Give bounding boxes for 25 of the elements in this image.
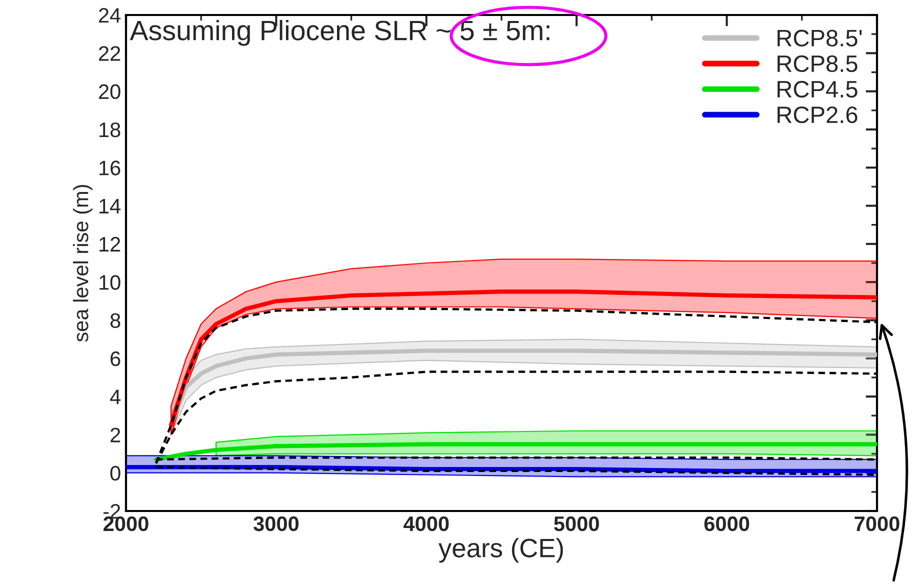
y-axis-title: sea level rise (m) xyxy=(72,184,92,342)
legend-label: RCP8.5 xyxy=(778,55,858,72)
legend-label: RCP2.6 xyxy=(778,106,858,124)
y-tick-label: 8 xyxy=(110,313,120,328)
y-tick-label: 16 xyxy=(100,160,120,176)
x-tick-label: 4000 xyxy=(404,516,449,532)
x-tick-label: 7000 xyxy=(854,516,900,532)
y-tick-label: 12 xyxy=(100,236,120,252)
annotation: Assuming Pliocene SLR ~ 5 ± 5m: xyxy=(130,20,550,46)
x-tick-label: 5000 xyxy=(554,516,599,532)
y-tick-label: 14 xyxy=(100,198,121,214)
y-tick-label: 4 xyxy=(110,390,121,404)
y-tick-label: 24 xyxy=(99,8,121,23)
y-tick-label: 0 xyxy=(110,466,120,481)
y-tick-label: 2 xyxy=(110,428,120,442)
y-tick-label: 20 xyxy=(99,84,120,100)
legend-label: RCP4.5 xyxy=(778,80,858,98)
x-axis-title: years (CE) xyxy=(438,538,563,563)
legend-label: RCP8.5' xyxy=(778,30,862,47)
y-tick-label: 22 xyxy=(99,46,120,61)
y-tick-label: 18 xyxy=(100,122,120,138)
x-tick-label: 6000 xyxy=(704,516,750,532)
y-tick-label: 10 xyxy=(100,275,120,290)
y-tick-label: 6 xyxy=(110,351,120,366)
x-tick-label: 3000 xyxy=(254,516,299,532)
